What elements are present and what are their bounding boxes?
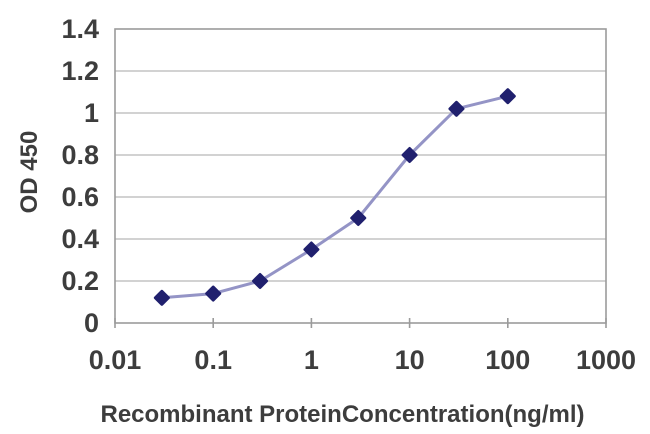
y-tick-label: 1.4 xyxy=(61,14,99,44)
y-tick-label: 0 xyxy=(84,308,99,338)
series-line xyxy=(161,94,509,300)
y-tick-label: 0.6 xyxy=(61,182,99,212)
y-axis-label: OD 450 xyxy=(16,130,43,214)
x-tick-label: 1000 xyxy=(576,345,636,375)
y-tick-label: 1 xyxy=(84,98,99,128)
data-point-marker xyxy=(205,285,222,302)
x-tick-label: 10 xyxy=(395,345,425,375)
y-tick-label: 1.2 xyxy=(61,56,99,86)
plot-frame xyxy=(114,28,607,324)
x-tick-label: 1 xyxy=(304,345,319,375)
data-point-marker xyxy=(448,100,465,117)
y-tick-label: 0.8 xyxy=(61,140,99,170)
data-point-marker xyxy=(252,273,269,289)
data-point-marker xyxy=(350,210,367,226)
data-point-marker xyxy=(303,241,320,258)
x-tick-label: 0.1 xyxy=(194,345,232,375)
x-axis-label: Recombinant ProteinConcentration(ng/ml) xyxy=(100,401,585,428)
data-point-marker xyxy=(401,147,418,163)
x-tick-label: 0.01 xyxy=(89,345,142,375)
y-tick-label: 0.2 xyxy=(61,266,99,296)
x-tick-label: 100 xyxy=(485,345,530,375)
y-tick-label: 0.4 xyxy=(61,224,99,254)
data-point-marker xyxy=(499,88,516,105)
data-point-marker xyxy=(153,289,170,306)
